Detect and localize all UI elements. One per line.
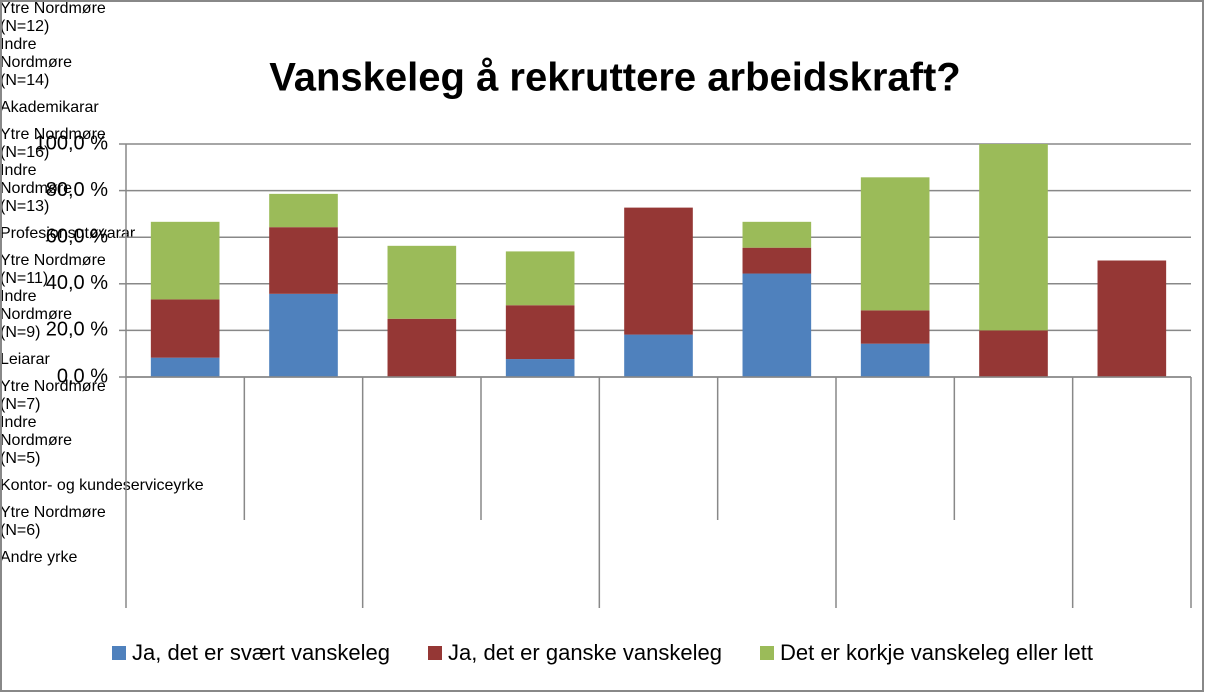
- legend-swatch: [759, 646, 774, 660]
- y-tick-label: 80,0 %: [46, 179, 108, 201]
- legend-swatch: [428, 646, 443, 660]
- bar-segment: [150, 221, 220, 300]
- group-label: Leiarar: [0, 351, 50, 368]
- legend-item: Det er korkje vanskeleg eller lett: [759, 640, 1093, 666]
- bar-segment: [624, 207, 693, 335]
- x-tick-label: Indre Nordmøre (N=9): [0, 288, 73, 341]
- legend-label: Ja, det er svært vanskeleg: [132, 640, 391, 665]
- legend-label: Det er korkje vanskeleg eller lett: [779, 640, 1093, 665]
- group-label: Akademikarar: [0, 99, 99, 116]
- y-tick-label: 60,0 %: [46, 225, 108, 247]
- x-tick-label: Ytre Nordmøre (N=16): [0, 126, 106, 161]
- bar-segment: [269, 293, 338, 377]
- bar-segment: [624, 334, 693, 377]
- legend-swatch: [112, 646, 126, 660]
- bar-segment: [860, 310, 930, 344]
- bar-segment: [860, 177, 930, 311]
- bar-segment: [269, 227, 338, 294]
- bar-segment: [387, 245, 457, 319]
- legend-label: Ja, det er ganske vanskeleg: [448, 640, 722, 665]
- bar-segment: [979, 144, 1048, 331]
- bar-segment: [979, 330, 1048, 377]
- bar-segment: [742, 273, 812, 377]
- group-label: Kontor- og kundeserviceyrke: [0, 477, 204, 494]
- bar-segment: [150, 299, 220, 358]
- bar-segment: [505, 359, 575, 377]
- bar-segment: [269, 193, 338, 228]
- group-label: Andre yrke: [0, 549, 78, 566]
- bar-segment: [150, 357, 220, 377]
- x-tick-label: Ytre Nordmøre (N=6): [0, 504, 106, 539]
- bar-segment: [505, 251, 575, 306]
- bar-segment: [1097, 260, 1167, 377]
- x-tick-label: Indre Nordmøre (N=14): [0, 36, 73, 89]
- legend-item: Ja, det er ganske vanskeleg: [428, 640, 722, 666]
- x-tick-label: Indre Nordmøre (N=5): [0, 414, 73, 467]
- x-tick-label: Indre Nordmøre (N=13): [0, 162, 73, 215]
- x-tick-label: Ytre Nordmøre (N=11): [0, 252, 106, 287]
- y-tick-label: 100,0 %: [35, 132, 109, 154]
- bar-segment: [505, 305, 575, 360]
- chart-title: Vanskeleg å rekruttere arbeidskraft?: [269, 56, 960, 100]
- y-tick-label: 20,0 %: [46, 319, 108, 341]
- x-tick-label: Ytre Nordmøre (N=7): [0, 378, 106, 413]
- bar-segment: [860, 343, 930, 377]
- legend-item: Ja, det er svært vanskeleg: [112, 640, 390, 666]
- y-tick-label: 40,0 %: [46, 272, 108, 294]
- bar-segment: [742, 221, 812, 248]
- x-tick-label: Ytre Nordmøre (N=12): [0, 0, 106, 35]
- bar-segment: [387, 318, 457, 377]
- group-label: Profesjonsutøvarar: [0, 225, 136, 242]
- bar-segment: [742, 247, 812, 274]
- y-tick-label: 0,0 %: [57, 365, 108, 387]
- legend: Ja, det er svært vanskeleg Ja, det er gan…: [0, 640, 1205, 666]
